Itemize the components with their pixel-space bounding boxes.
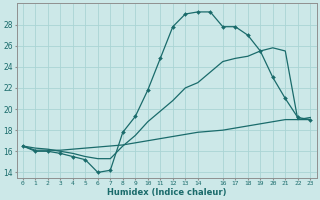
X-axis label: Humidex (Indice chaleur): Humidex (Indice chaleur) [107,188,226,197]
